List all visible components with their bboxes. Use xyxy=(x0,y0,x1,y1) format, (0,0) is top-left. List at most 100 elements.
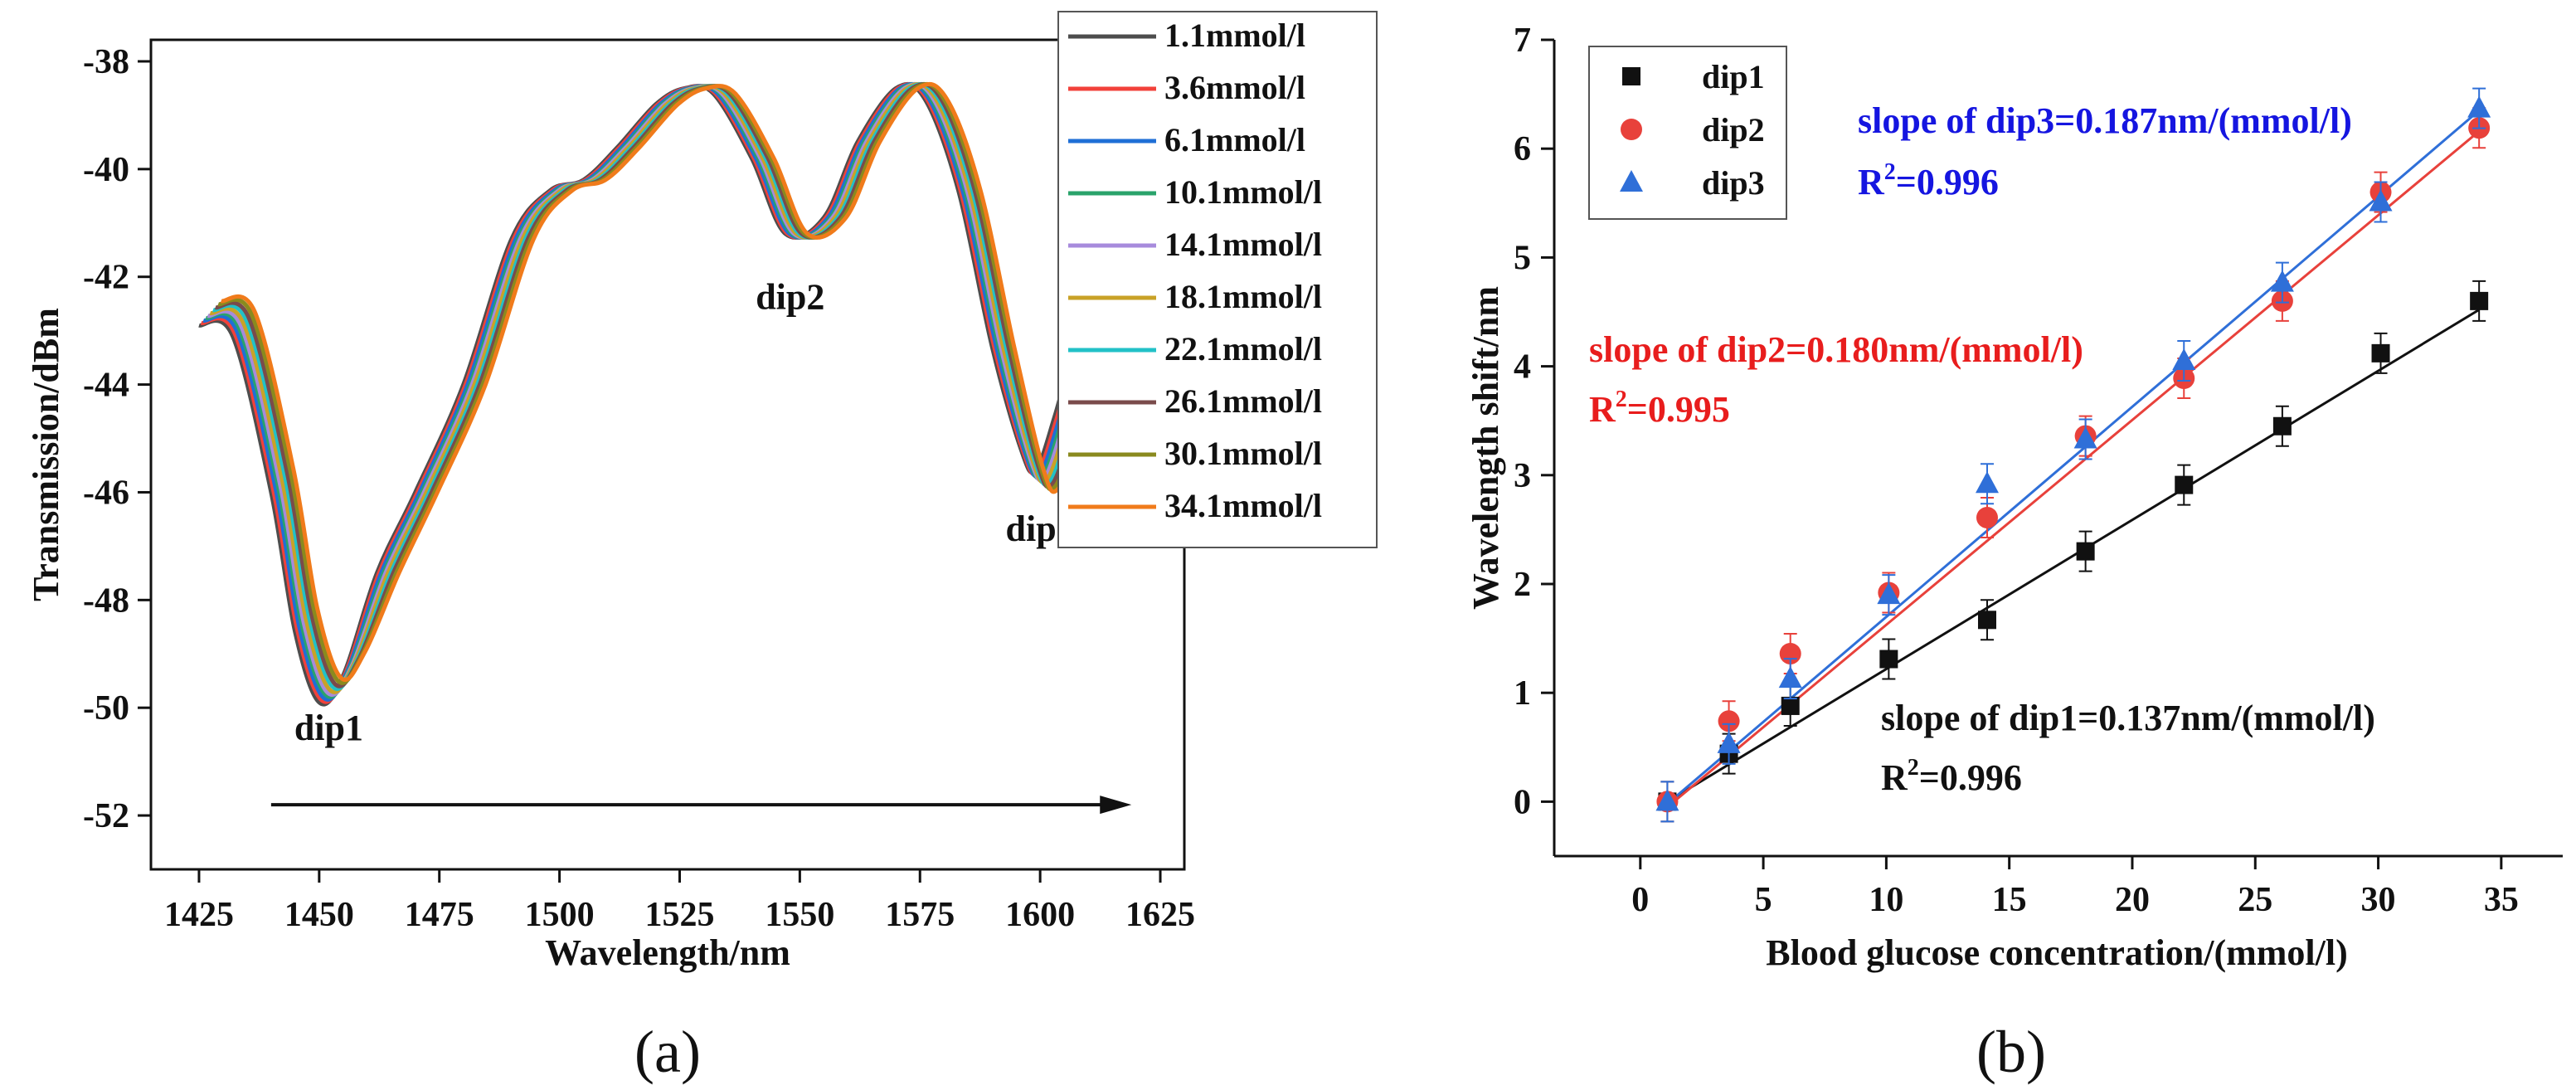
series-line xyxy=(220,81,1122,682)
panel-label-a: (a) xyxy=(634,1019,701,1085)
dip3-point xyxy=(1975,471,1999,494)
chart-b-fit-lines xyxy=(1666,109,2481,809)
legend-item: 14.1mmol/l xyxy=(1164,226,1322,263)
chart-b-annotations: slope of dip3=0.187nm/(mmol/l)R2=0.996sl… xyxy=(1589,100,2375,798)
y-tick-label: -48 xyxy=(83,581,129,620)
chart-b-legend: dip1 dip2 dip3 xyxy=(1588,46,1787,220)
legend-item: 6.1mmol/l xyxy=(1164,121,1305,158)
panel-label-b: (b) xyxy=(1976,1019,2046,1085)
y-tick-label: -42 xyxy=(83,259,129,297)
legend-item: 22.1mmol/l xyxy=(1164,330,1322,367)
x-tick-label: 1450 xyxy=(284,896,354,934)
legend-item: 18.1mmol/l xyxy=(1164,278,1322,315)
x-tick-label: 10 xyxy=(1869,881,1903,919)
legend-item: 3.6mmol/l xyxy=(1164,69,1305,106)
annotation-label: dip2 xyxy=(756,277,824,318)
dip3-point xyxy=(1655,789,1679,811)
y-tick-label: 4 xyxy=(1514,348,1531,387)
legend-item: 10.1mmol/l xyxy=(1164,173,1322,211)
y-tick-label: -46 xyxy=(83,474,129,512)
r-squared-sup: 2 xyxy=(1908,755,1919,781)
r-squared-value: =0.996 xyxy=(1919,757,2022,798)
y-tick-label: -40 xyxy=(83,151,129,189)
x-tick-label: 1625 xyxy=(1125,896,1195,934)
slope-annotation: slope of dip3=0.187nm/(mmol/l) xyxy=(1858,100,2352,141)
dip3-point xyxy=(2467,95,2491,118)
chart-b-ylabel: Wavelength shift/nm xyxy=(1465,286,1506,610)
slope-annotation: slope of dip2=0.180nm/(mmol/l) xyxy=(1589,329,2083,370)
x-tick-label: 0 xyxy=(1631,881,1649,919)
legend-item: 26.1mmol/l xyxy=(1164,382,1322,420)
dip3-point xyxy=(2369,189,2393,212)
chart-b-ticks: 0 5 10 15 20 25 30 35 0 1 2 3 4 5 6 7 xyxy=(1514,22,2519,919)
chart-a-curves xyxy=(198,81,1122,707)
legend-marker xyxy=(1622,67,1640,85)
dip1-point xyxy=(1977,611,1996,630)
chart-a: 1425 1450 1475 1500 1525 1550 1575 1600 1625 -52 -… xyxy=(26,11,1378,1085)
chart-a-ylabel: Transmission/dBm xyxy=(26,308,66,601)
dip1-point xyxy=(1781,696,1800,715)
legend-item: dip2 xyxy=(1702,111,1765,148)
x-tick-label: 25 xyxy=(2238,881,2272,919)
y-tick-label: -38 xyxy=(83,43,129,81)
y-tick-label: 0 xyxy=(1514,783,1531,821)
chart-a-xlabel: Wavelength/nm xyxy=(545,932,790,973)
legend-item: 1.1mmol/l xyxy=(1164,17,1305,54)
r-squared-base: R xyxy=(1858,162,1885,202)
y-tick-label: 2 xyxy=(1514,566,1531,604)
x-tick-label: 15 xyxy=(1992,881,2027,919)
dip3-point xyxy=(1717,731,1741,753)
r-squared-sup: 2 xyxy=(1884,159,1896,185)
y-tick-label: 1 xyxy=(1514,674,1531,713)
y-tick-label: -50 xyxy=(83,689,129,727)
r-squared-annotation: R2=0.996 xyxy=(1858,159,1999,202)
x-tick-label: 5 xyxy=(1755,881,1772,919)
r-squared-annotation: R2=0.996 xyxy=(1881,755,2022,798)
x-tick-label: 1550 xyxy=(765,896,834,934)
slope-annotation: slope of dip1=0.137nm/(mmol/l) xyxy=(1881,698,2375,738)
x-tick-label: 1500 xyxy=(525,896,595,934)
dip2-point xyxy=(1976,506,1998,528)
x-tick-label: 1600 xyxy=(1005,896,1075,934)
legend-box xyxy=(1057,11,1378,548)
chart-b-points xyxy=(1655,87,2491,823)
x-tick-label: 1575 xyxy=(885,896,955,934)
dip3-point xyxy=(2073,426,2097,449)
dip1-point xyxy=(2470,291,2489,310)
x-tick-label: 20 xyxy=(2115,881,2150,919)
x-tick-label: 35 xyxy=(2484,881,2519,919)
legend-marker xyxy=(1620,170,1643,192)
r-squared-value: =0.995 xyxy=(1627,389,1730,430)
x-tick-label: 1525 xyxy=(644,896,714,934)
y-tick-label: -52 xyxy=(83,797,129,835)
series-line xyxy=(214,81,1116,689)
dip1-point xyxy=(1879,650,1898,669)
y-tick-label: -44 xyxy=(83,367,129,405)
legend-item: 34.1mmol/l xyxy=(1164,487,1322,524)
x-tick-label: 30 xyxy=(2361,881,2396,919)
dip1-point xyxy=(2076,542,2095,561)
chart-b-xlabel: Blood glucose concentration/(mmol/l) xyxy=(1766,932,2348,973)
series-line xyxy=(217,81,1120,685)
dip1-point xyxy=(2175,475,2194,494)
dip1-point xyxy=(2371,343,2390,363)
dip3-point xyxy=(1877,582,1901,605)
dip1-point xyxy=(2272,416,2292,436)
dip1-fit-line xyxy=(1666,309,2480,803)
r-squared-value: =0.996 xyxy=(1896,162,1999,202)
legend-item: dip3 xyxy=(1702,164,1765,202)
r-squared-base: R xyxy=(1881,757,1908,798)
legend-marker xyxy=(1621,119,1642,140)
x-tick-label: 1425 xyxy=(164,896,234,934)
x-tick-label: 1475 xyxy=(405,896,474,934)
dip2-point xyxy=(1718,710,1740,732)
r-squared-annotation: R2=0.995 xyxy=(1589,387,1730,430)
annotation-label: dip1 xyxy=(294,708,363,748)
r-squared-base: R xyxy=(1589,389,1616,430)
r-squared-sup: 2 xyxy=(1616,387,1627,412)
dip2-fit-line xyxy=(1666,130,2481,809)
legend-item: dip1 xyxy=(1702,58,1765,95)
chart-a-legend: 1.1mmol/l 3.6mmol/l 6.1mmol/l 10.1mmol/l 14.… xyxy=(1057,11,1378,548)
y-tick-label: 7 xyxy=(1514,22,1531,60)
